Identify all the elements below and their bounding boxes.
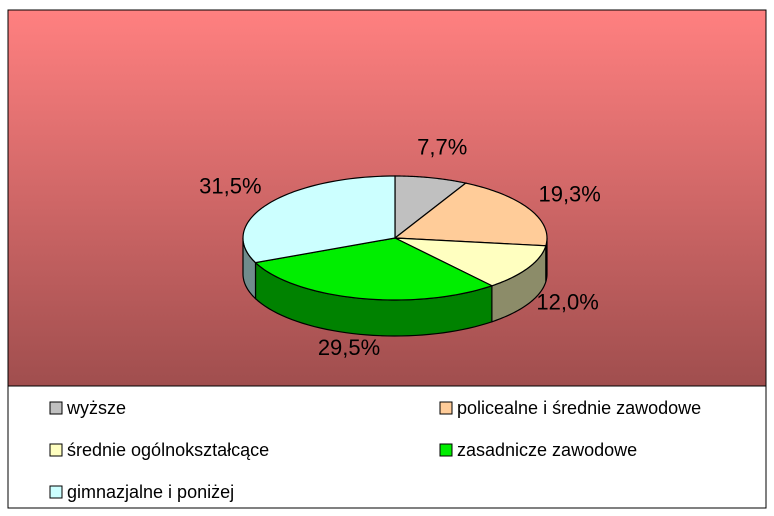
legend-label: gimnazjalne i poniżej	[67, 482, 234, 502]
legend-swatch	[49, 443, 63, 457]
data-label: 31,5%	[199, 173, 261, 198]
legend-swatch	[49, 401, 63, 415]
data-label: 12,0%	[536, 290, 598, 315]
legend-label: policealne i średnie zawodowe	[457, 398, 701, 418]
data-label: 29,5%	[318, 335, 380, 360]
legend-box	[7, 385, 767, 509]
data-label: 7,7%	[417, 134, 467, 159]
data-label: 19,3%	[538, 181, 600, 206]
pie-slice	[394, 237, 547, 287]
legend-label: wyższe	[66, 398, 126, 418]
legend-swatch	[439, 443, 453, 457]
pie-slice	[242, 175, 396, 264]
legend-swatch	[439, 401, 453, 415]
pie-slice	[393, 182, 548, 247]
legend-label: średnie ogólnokształcące	[67, 440, 269, 460]
chart-border	[7, 9, 767, 509]
pie-slice	[394, 175, 468, 240]
pie-slice	[254, 237, 494, 301]
legend-label: zasadnicze zawodowe	[457, 440, 637, 460]
legend-swatch	[49, 485, 63, 499]
